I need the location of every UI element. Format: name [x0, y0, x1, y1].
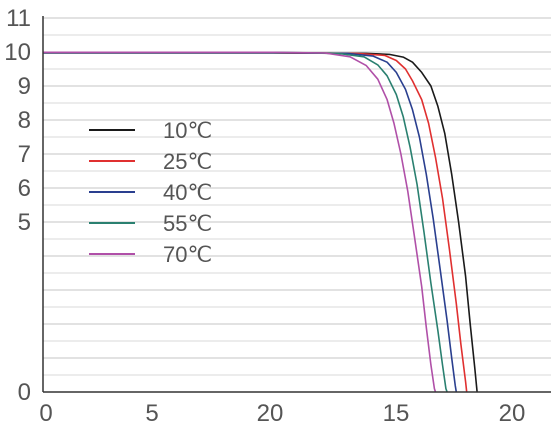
series-line-4 — [43, 51, 448, 393]
legend-label: 40℃ — [163, 180, 212, 205]
y-tick-label: 11 — [6, 5, 31, 32]
y-tick-label: 9 — [18, 73, 31, 100]
gridlines — [43, 17, 551, 376]
legend-label: 70℃ — [163, 242, 212, 267]
y-tick-label: 10 — [4, 39, 31, 66]
x-tick-label: 0 — [39, 400, 52, 425]
y-tick-label: 0 — [18, 379, 31, 406]
series-lines — [43, 51, 478, 393]
x-tick-label: 15 — [383, 400, 410, 425]
y-tick-label: 5 — [18, 209, 31, 236]
legend-label: 55℃ — [163, 211, 212, 236]
series-line-1 — [43, 52, 478, 393]
legend: 10℃ 25℃ 40℃ 55℃ 70℃ — [89, 118, 212, 267]
y-tick-label: 7 — [18, 141, 31, 168]
x-tick-label: 5 — [145, 400, 158, 425]
x-tick-label: 20 — [257, 400, 284, 425]
axes — [42, 16, 551, 393]
x-tick-label: 20 — [499, 400, 526, 425]
series-line-2 — [43, 51, 468, 393]
y-tick-label: 6 — [18, 175, 31, 202]
legend-label: 25℃ — [163, 149, 212, 174]
series-line-5 — [43, 51, 437, 393]
legend-label: 10℃ — [163, 118, 212, 143]
y-tick-label: 8 — [18, 107, 31, 134]
tick-labels: 0 5 6 7 8 9 10 11 0 5 20 15 20 — [4, 5, 525, 425]
series-line-3 — [43, 51, 458, 393]
